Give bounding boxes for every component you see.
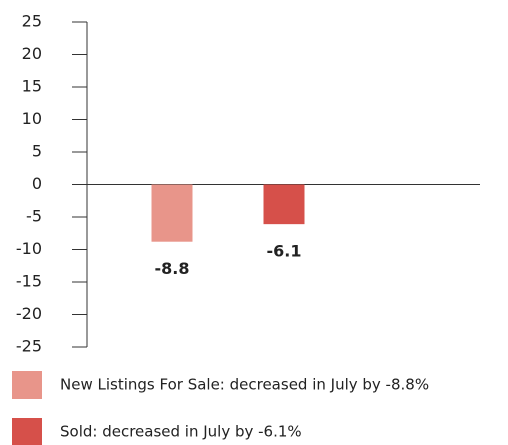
y-tick-label: -5 xyxy=(26,207,42,226)
y-tick-label: 15 xyxy=(22,77,42,96)
value-label: -8.8 xyxy=(155,259,190,278)
y-tick-label: -25 xyxy=(16,337,42,356)
legend-swatch xyxy=(12,418,42,445)
y-tick-label: -20 xyxy=(16,304,42,323)
value-label: -6.1 xyxy=(267,242,302,261)
y-tick-label: -10 xyxy=(16,239,42,258)
y-tick-label: 25 xyxy=(22,12,42,31)
y-tick-label: 5 xyxy=(32,142,42,161)
y-tick-label: -15 xyxy=(16,272,42,291)
legend-label: Sold: decreased in July by -6.1% xyxy=(60,423,302,441)
y-tick-label: 0 xyxy=(32,174,42,193)
legend-label: New Listings For Sale: decreased in July… xyxy=(60,376,429,394)
bar xyxy=(151,184,193,242)
y-tick-label: 10 xyxy=(22,109,42,128)
legend-swatch xyxy=(12,371,42,399)
y-tick-label: 20 xyxy=(22,44,42,63)
bar xyxy=(263,184,305,225)
